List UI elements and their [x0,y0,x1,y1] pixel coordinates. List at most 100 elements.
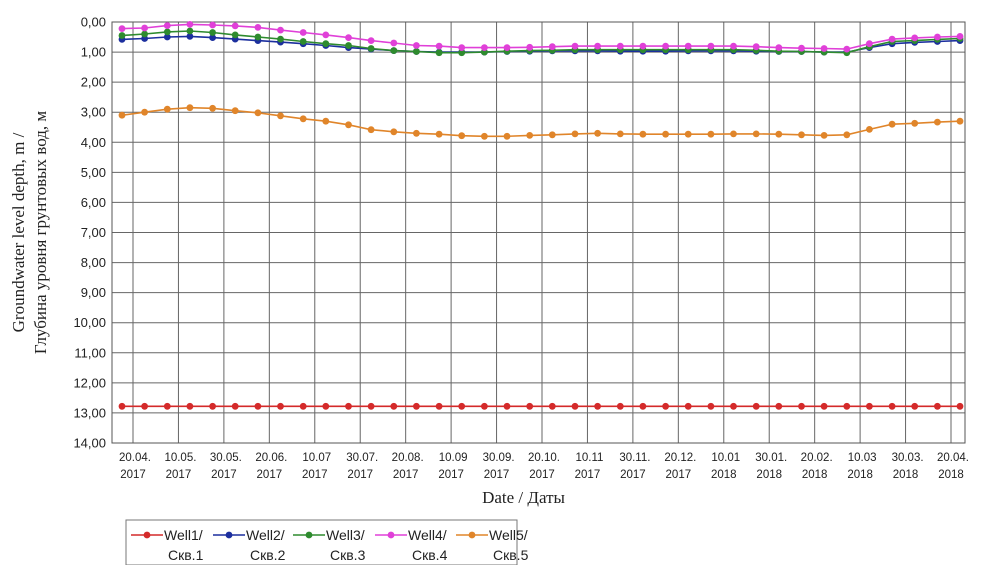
x-tick-label-year: 2017 [620,469,646,481]
data-point [209,21,217,29]
data-point [594,402,601,410]
y-axis-ticks: 0,00 1,00 2,00 3,00 4,00 5,00 6,00 7,00 8,00 9,00… [73,15,106,451]
x-tick-label: 20.04. 2018 [937,452,969,481]
data-point [752,43,760,51]
data-point [730,402,737,410]
data-point [322,40,330,48]
data-point [594,42,601,50]
data-point [435,402,443,410]
data-point [684,130,692,138]
data-point [888,35,896,43]
data-point [390,402,398,410]
data-point [571,402,579,410]
data-point [390,39,398,47]
data-point [322,402,330,410]
data-point [413,402,420,410]
data-point [141,108,149,116]
data-point [458,132,466,140]
data-point [526,402,534,410]
x-tick-label-year: 2017 [120,469,146,481]
data-point [299,29,307,36]
x-tick-label-date: 10.09 [439,452,468,464]
legend: Well1/Скв.1Well2/Скв.2Well3/Скв.3Well4/С… [125,519,529,565]
y-tick-label: 9,00 [81,285,106,300]
x-tick-label-date: 30.11. [619,452,650,464]
data-point [888,402,896,410]
data-point [707,130,715,138]
x-tick-label: 30.11. 2017 [619,452,650,481]
x-tick-label-date: 10.05. [164,452,196,464]
y-tick-label: 3,00 [81,105,106,120]
data-point [752,402,760,410]
legend-label-line1: Well2/ [246,527,285,543]
x-tick-label: 10.03 2018 [847,452,876,481]
series-line [121,23,961,50]
data-point [662,42,669,50]
x-tick-label-year: 2018 [711,469,737,481]
legend-label-line2: Скв.2 [250,547,286,563]
x-tick-label: 20.06. 2017 [255,452,287,481]
x-tick-label-year: 2017 [529,469,555,481]
data-point [345,42,352,49]
data-point [571,130,579,138]
data-point [843,131,851,139]
data-point [390,47,398,54]
y-tick-label: 11,00 [74,345,106,360]
data-point [775,402,783,410]
y-axis-title-line1: Groundwater level depth, m / [9,132,28,332]
x-tick-label-year: 2017 [393,469,419,481]
legend-item: Well5/Скв.5 [456,527,529,563]
data-point [367,45,375,52]
y-tick-label: 13,00 [73,405,106,420]
data-point [707,42,715,50]
data-point [277,26,284,34]
x-tick-label: 30.05. 2017 [210,452,242,481]
data-point [413,42,420,49]
x-tick-label-year: 2017 [438,469,464,481]
data-point [118,25,126,32]
x-tick-label-date: 10.07 [302,452,331,464]
x-tick-label: 30.07. 2017 [346,452,378,481]
data-point [118,402,126,410]
data-point [458,44,466,51]
data-point [231,402,239,410]
data-point [866,125,873,133]
legend-item: Well3/Скв.3 [293,527,366,563]
y-tick-label: 4,00 [81,135,106,150]
data-point [730,130,737,138]
data-point [730,42,737,50]
data-point [209,104,217,112]
data-point [209,402,217,410]
data-point [458,402,466,410]
data-point [186,104,194,112]
data-point [594,129,601,137]
data-point [911,402,919,410]
data-point [820,402,828,410]
data-point [571,42,579,50]
data-point [435,130,443,138]
data-point [254,33,262,41]
data-point [163,22,171,29]
legend-label-line1: Well1/ [164,527,203,543]
series-line [121,106,961,138]
x-tick-label: 30.03. 2018 [892,452,924,481]
data-point [345,121,352,129]
data-point [662,130,669,138]
x-tick-label: 10.11 2017 [575,452,604,481]
data-point [662,402,669,410]
x-tick-label-year: 2017 [484,469,510,481]
data-point [481,44,488,51]
data-point [843,402,851,410]
data-point [616,402,624,410]
legend-label-line2: Скв.3 [330,547,366,563]
legend-label-line1: Well5/ [489,527,528,543]
y-tick-label: 2,00 [81,75,106,90]
x-tick-label: 20.04. 2017 [119,452,151,481]
data-point [299,402,307,410]
legend-label-line2: Скв.1 [168,547,204,563]
data-point [481,402,488,410]
data-point [141,30,149,38]
x-tick-label-year: 2018 [847,469,873,481]
data-point [322,117,330,125]
